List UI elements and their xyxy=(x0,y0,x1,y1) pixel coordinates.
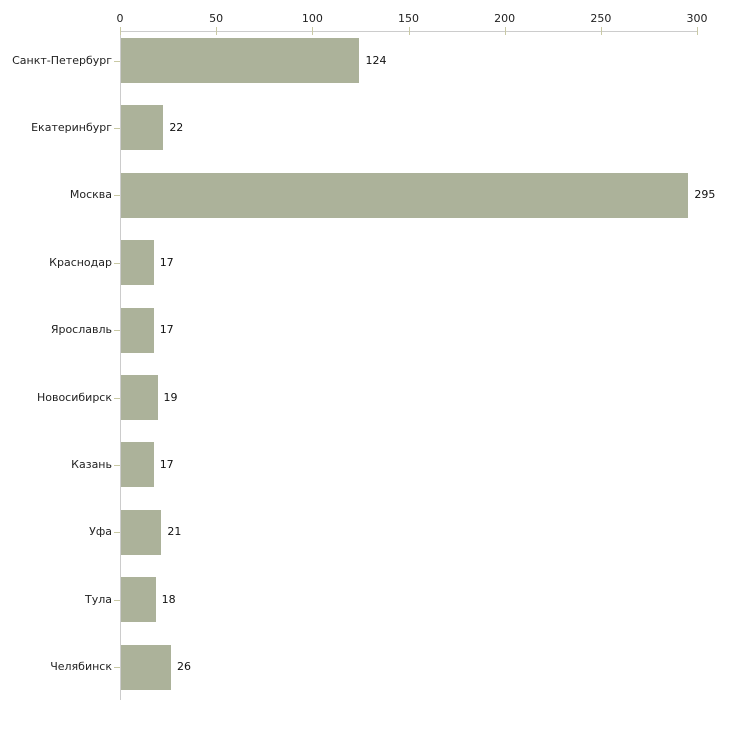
category-label: Казань xyxy=(71,457,112,471)
category-tick-mark xyxy=(114,330,120,332)
x-tick-label: 0 xyxy=(116,12,124,25)
x-tick-mark xyxy=(600,27,602,35)
value-label: 26 xyxy=(177,660,191,674)
x-tick-label: 50 xyxy=(209,12,224,25)
bar xyxy=(121,38,360,83)
x-tick-label: 250 xyxy=(590,12,612,25)
bar xyxy=(121,105,164,151)
x-tick-label: 150 xyxy=(398,12,419,25)
category-label: Санкт-Петербург xyxy=(12,53,112,67)
value-label: 124 xyxy=(365,53,387,67)
x-tick-mark xyxy=(697,27,698,35)
value-label: 17 xyxy=(159,457,174,471)
category-label: Тула xyxy=(84,592,112,606)
category-tick-mark xyxy=(114,532,120,534)
bar xyxy=(121,375,158,420)
x-tick-label: 200 xyxy=(494,12,516,25)
category-label: Москва xyxy=(69,188,112,202)
bar xyxy=(121,442,154,488)
category-tick-mark xyxy=(114,599,120,601)
x-tick-mark xyxy=(408,27,410,35)
category-label: Новосибирск xyxy=(36,390,112,404)
category-tick-mark xyxy=(114,667,120,669)
bar xyxy=(121,577,156,623)
x-tick-mark xyxy=(216,27,218,35)
x-tick-label: 100 xyxy=(301,12,323,25)
category-label: Ярославль xyxy=(50,323,112,337)
bar xyxy=(121,240,154,286)
bar xyxy=(121,172,689,218)
x-tick-label: 300 xyxy=(686,12,708,25)
category-tick-mark xyxy=(114,127,120,129)
bar xyxy=(121,307,154,353)
bar xyxy=(121,509,162,555)
value-label: 17 xyxy=(159,323,174,337)
value-label: 295 xyxy=(694,188,716,202)
category-label: Краснодар xyxy=(49,255,112,269)
category-tick-mark xyxy=(114,195,120,197)
value-label: 18 xyxy=(161,592,176,606)
x-tick-mark xyxy=(312,27,314,35)
value-label: 19 xyxy=(163,390,178,404)
category-label: Уфа xyxy=(89,525,112,539)
category-label: Екатеринбург xyxy=(31,120,112,134)
x-tick-mark xyxy=(504,27,506,35)
category-tick-mark xyxy=(114,60,120,62)
category-tick-mark xyxy=(114,397,120,399)
value-label: 21 xyxy=(167,525,182,539)
x-tick-mark xyxy=(120,27,121,35)
category-tick-mark xyxy=(114,464,120,466)
bar xyxy=(121,644,171,690)
y-axis-line xyxy=(120,31,121,700)
category-label: Челябинск xyxy=(50,660,112,674)
category-tick-mark xyxy=(114,262,120,264)
value-label: 22 xyxy=(169,120,184,134)
value-label: 17 xyxy=(159,255,174,269)
